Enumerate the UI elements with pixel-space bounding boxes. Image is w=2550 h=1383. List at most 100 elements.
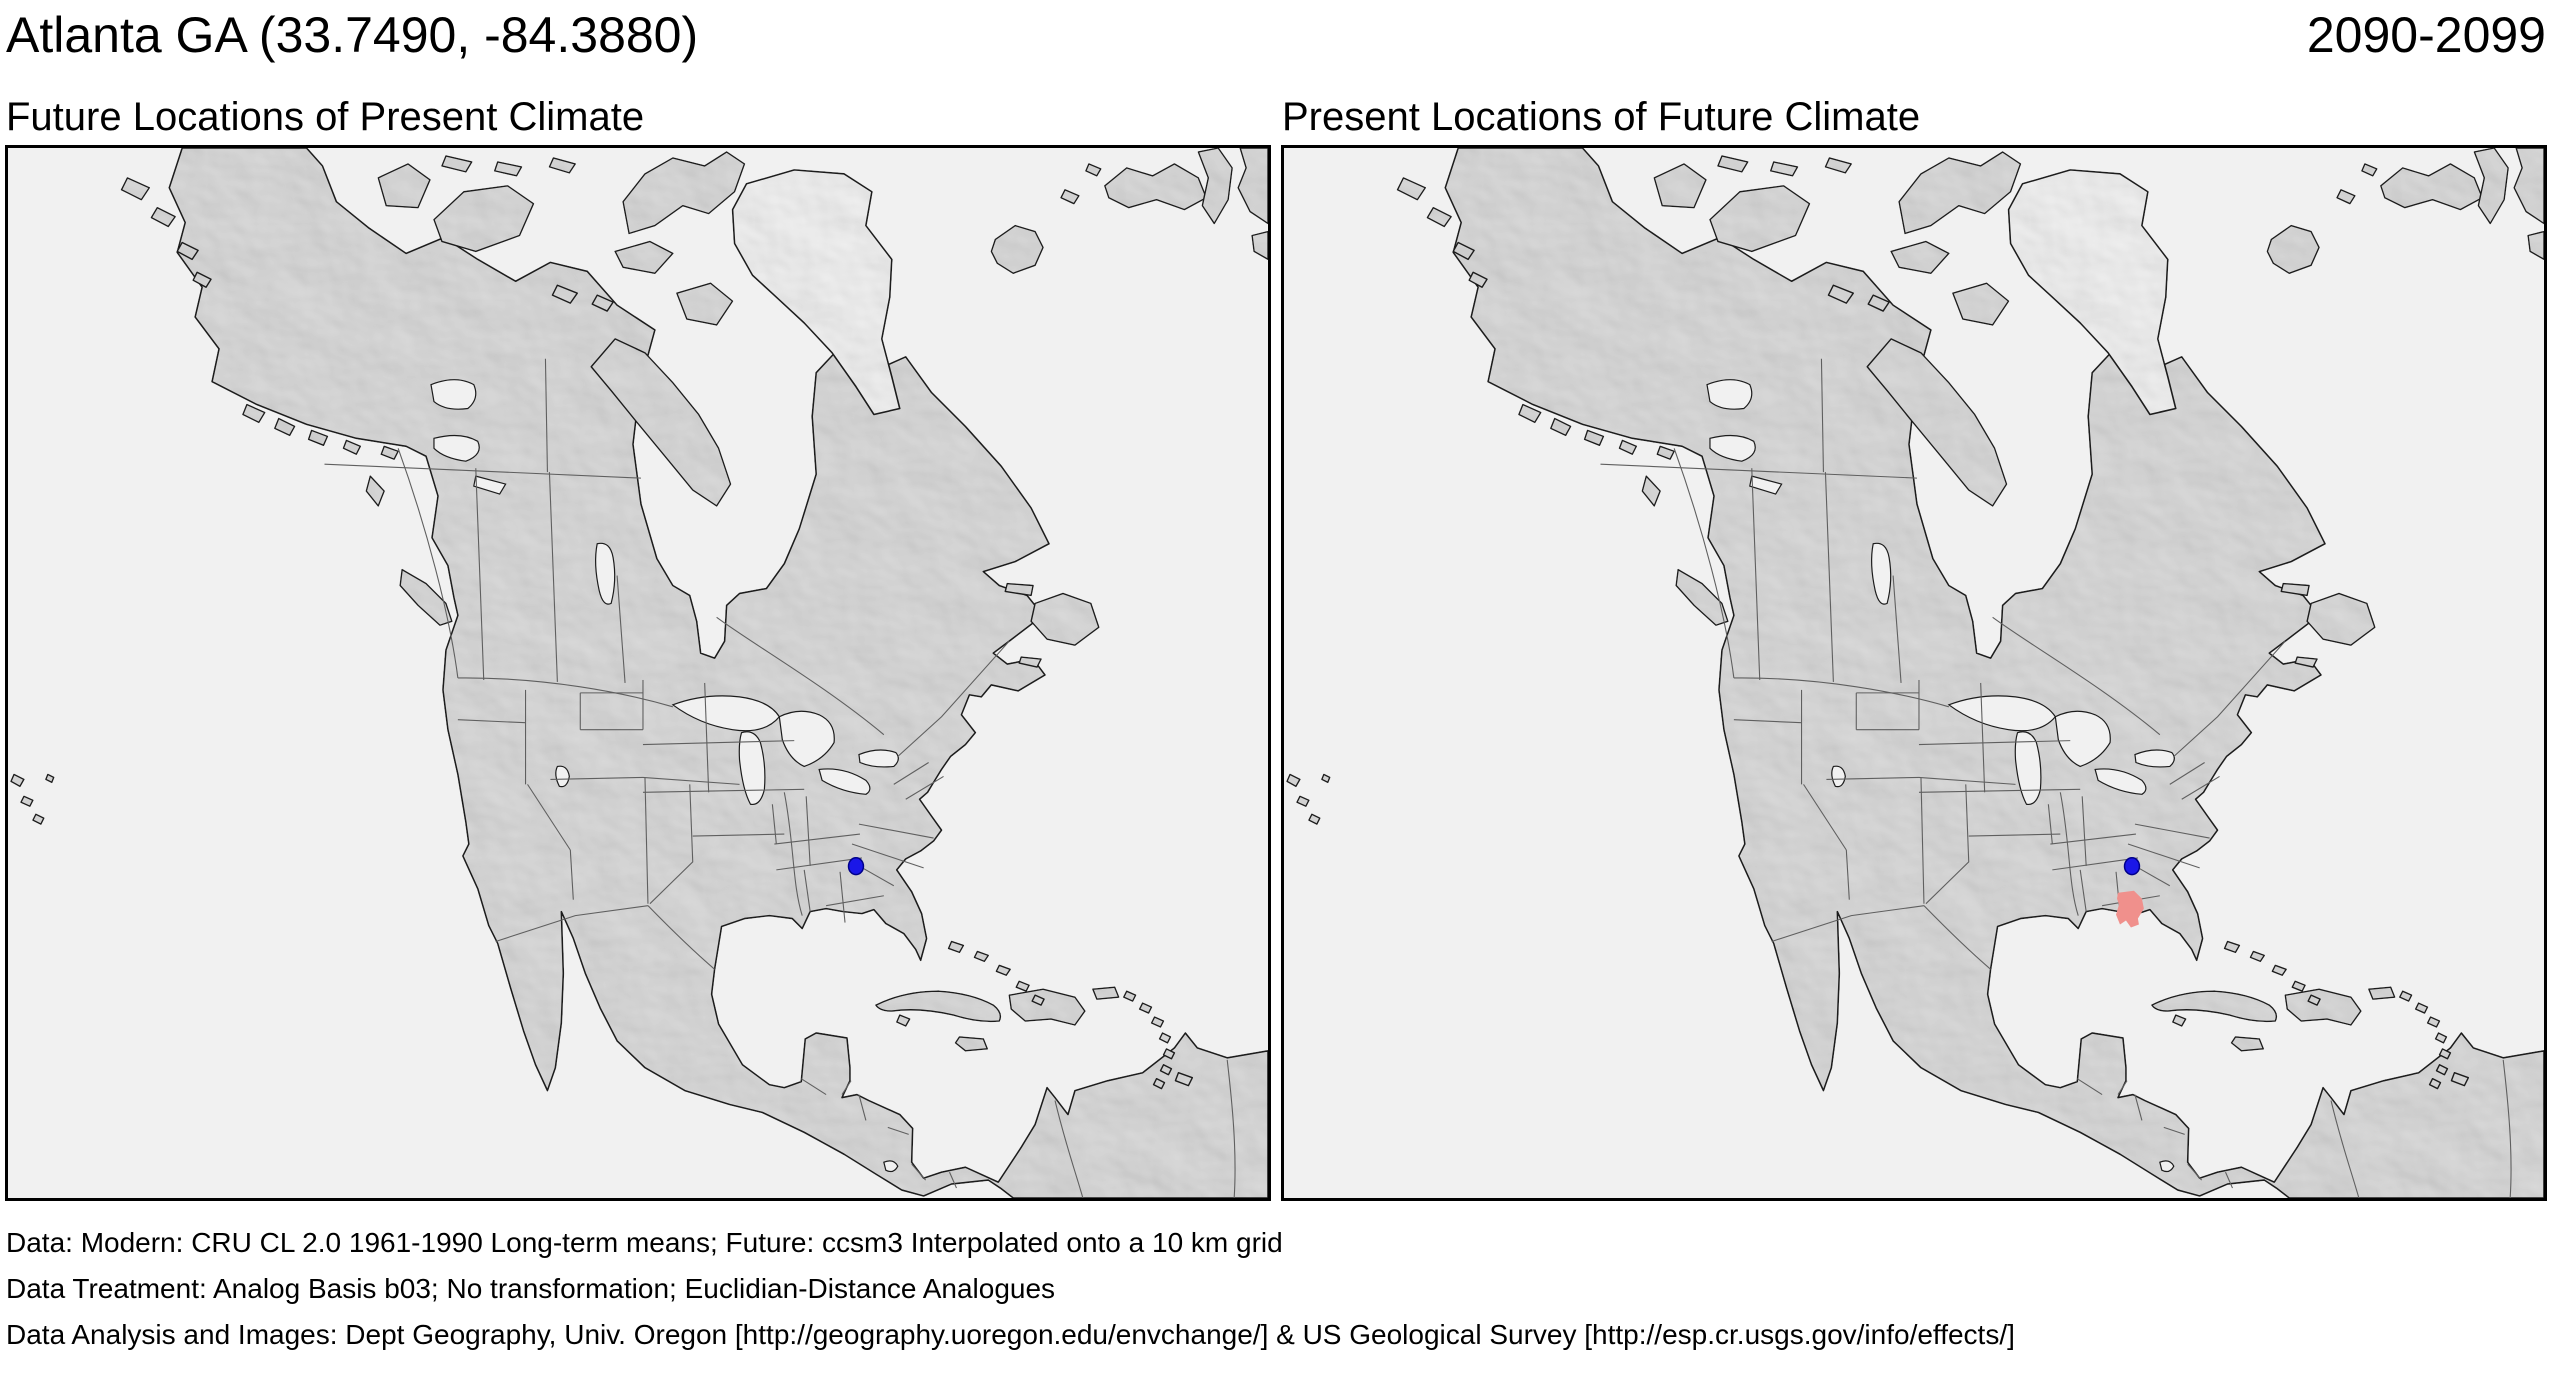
- island: [2527, 230, 2544, 261]
- island: [32, 813, 45, 825]
- state-border-line: [716, 616, 885, 736]
- island: [20, 795, 34, 807]
- state-border-line: [642, 776, 740, 785]
- island: [1122, 990, 1137, 1002]
- state-border-line: [642, 788, 805, 793]
- island: [995, 964, 1011, 976]
- island: [307, 429, 329, 446]
- island: [1890, 240, 1950, 274]
- state-border-line: [2059, 792, 2079, 916]
- island: [45, 773, 55, 784]
- island: [591, 294, 614, 312]
- state-border-line: [2117, 1080, 2128, 1095]
- island: [1321, 773, 1331, 784]
- island: [1060, 189, 1080, 205]
- island: [1162, 1048, 1176, 1060]
- header: Atlanta GA (33.7490, -84.3880) 2090-2099: [6, 6, 2546, 68]
- state-border-line: [887, 1126, 909, 1135]
- state-border-line: [457, 719, 526, 724]
- island: [1717, 155, 1749, 173]
- lake: [595, 542, 616, 605]
- lake: [738, 731, 766, 806]
- island: [1827, 284, 1854, 304]
- state-border-line: [2225, 1171, 2233, 1189]
- island: [2414, 1002, 2429, 1014]
- island: [990, 224, 1044, 274]
- island: [2428, 1077, 2442, 1090]
- right-map-title: Present Locations of Future Climate: [1282, 95, 1921, 139]
- state-border-line: [2047, 804, 2053, 845]
- state-border-line: [704, 682, 710, 793]
- island: [365, 475, 385, 507]
- state-border-line: [2330, 1100, 2360, 1198]
- map-future-locations: [5, 145, 1271, 1201]
- island: [1656, 445, 1675, 460]
- state-border-line: [1600, 463, 1918, 479]
- state-border-line: [1771, 905, 1925, 942]
- state-border-line: [851, 843, 924, 869]
- left-map-title: Future Locations of Present Climate: [6, 95, 645, 139]
- island: [1468, 271, 1488, 288]
- lake: [430, 379, 477, 410]
- island: [2450, 1072, 2470, 1087]
- state-border-line: [800, 1078, 827, 1096]
- island: [1092, 986, 1120, 1000]
- lake: [1749, 475, 1783, 495]
- island: [614, 240, 674, 274]
- island: [242, 403, 266, 424]
- island: [1030, 592, 1100, 646]
- footer-treatment-line: Data Treatment: Analog Basis b03; No tra…: [6, 1273, 1056, 1304]
- lake: [778, 710, 835, 768]
- island: [2307, 994, 2321, 1006]
- footer-notes: Data: Modern: CRU CL 2.0 1961-1990 Long-…: [6, 1220, 2015, 1358]
- state-border-line: [858, 1094, 867, 1121]
- state-border-line: [1751, 468, 1761, 680]
- island: [1018, 656, 1042, 668]
- state-border-line: [569, 849, 574, 900]
- island: [10, 773, 25, 788]
- island: [1641, 475, 1661, 507]
- island: [1769, 161, 1799, 177]
- state-border-line: [1733, 719, 1802, 724]
- lake: [2094, 768, 2147, 795]
- state-border-line: [1845, 849, 1850, 900]
- island: [1709, 185, 1811, 253]
- island: [1031, 994, 1045, 1006]
- state-border-line: [324, 463, 642, 479]
- state-border-line: [893, 762, 929, 785]
- island: [2294, 656, 2318, 668]
- island: [2434, 1032, 2448, 1044]
- island: [1251, 230, 1268, 261]
- state-border-line: [495, 905, 649, 942]
- island: [2266, 224, 2320, 274]
- state-border-line: [839, 871, 846, 923]
- island: [399, 568, 453, 626]
- lake: [473, 475, 507, 495]
- state-border-line: [1892, 575, 1902, 683]
- island: [2223, 940, 2241, 954]
- island: [1898, 151, 2022, 235]
- state-border-line: [858, 823, 934, 839]
- state-border-line: [616, 575, 626, 683]
- island: [2368, 986, 2396, 1000]
- island: [1618, 439, 1638, 455]
- lake: [1831, 765, 1846, 788]
- state-border-line: [2127, 843, 2200, 869]
- lake: [883, 1160, 899, 1173]
- island: [1518, 403, 1542, 424]
- state-border-line: [1226, 1059, 1236, 1198]
- state-border-line: [2079, 869, 2087, 912]
- island: [676, 282, 734, 326]
- state-border-line: [2076, 1078, 2103, 1096]
- greenland-ice: [2007, 169, 2177, 416]
- island: [973, 950, 990, 963]
- lake: [1871, 542, 1892, 605]
- island: [622, 151, 746, 235]
- island: [2473, 148, 2509, 225]
- island: [1452, 241, 1475, 261]
- state-border-line: [841, 1080, 852, 1095]
- state-border-line: [397, 448, 459, 679]
- island: [1550, 417, 1572, 437]
- island: [1583, 429, 1605, 446]
- state-border-line: [1918, 788, 2081, 793]
